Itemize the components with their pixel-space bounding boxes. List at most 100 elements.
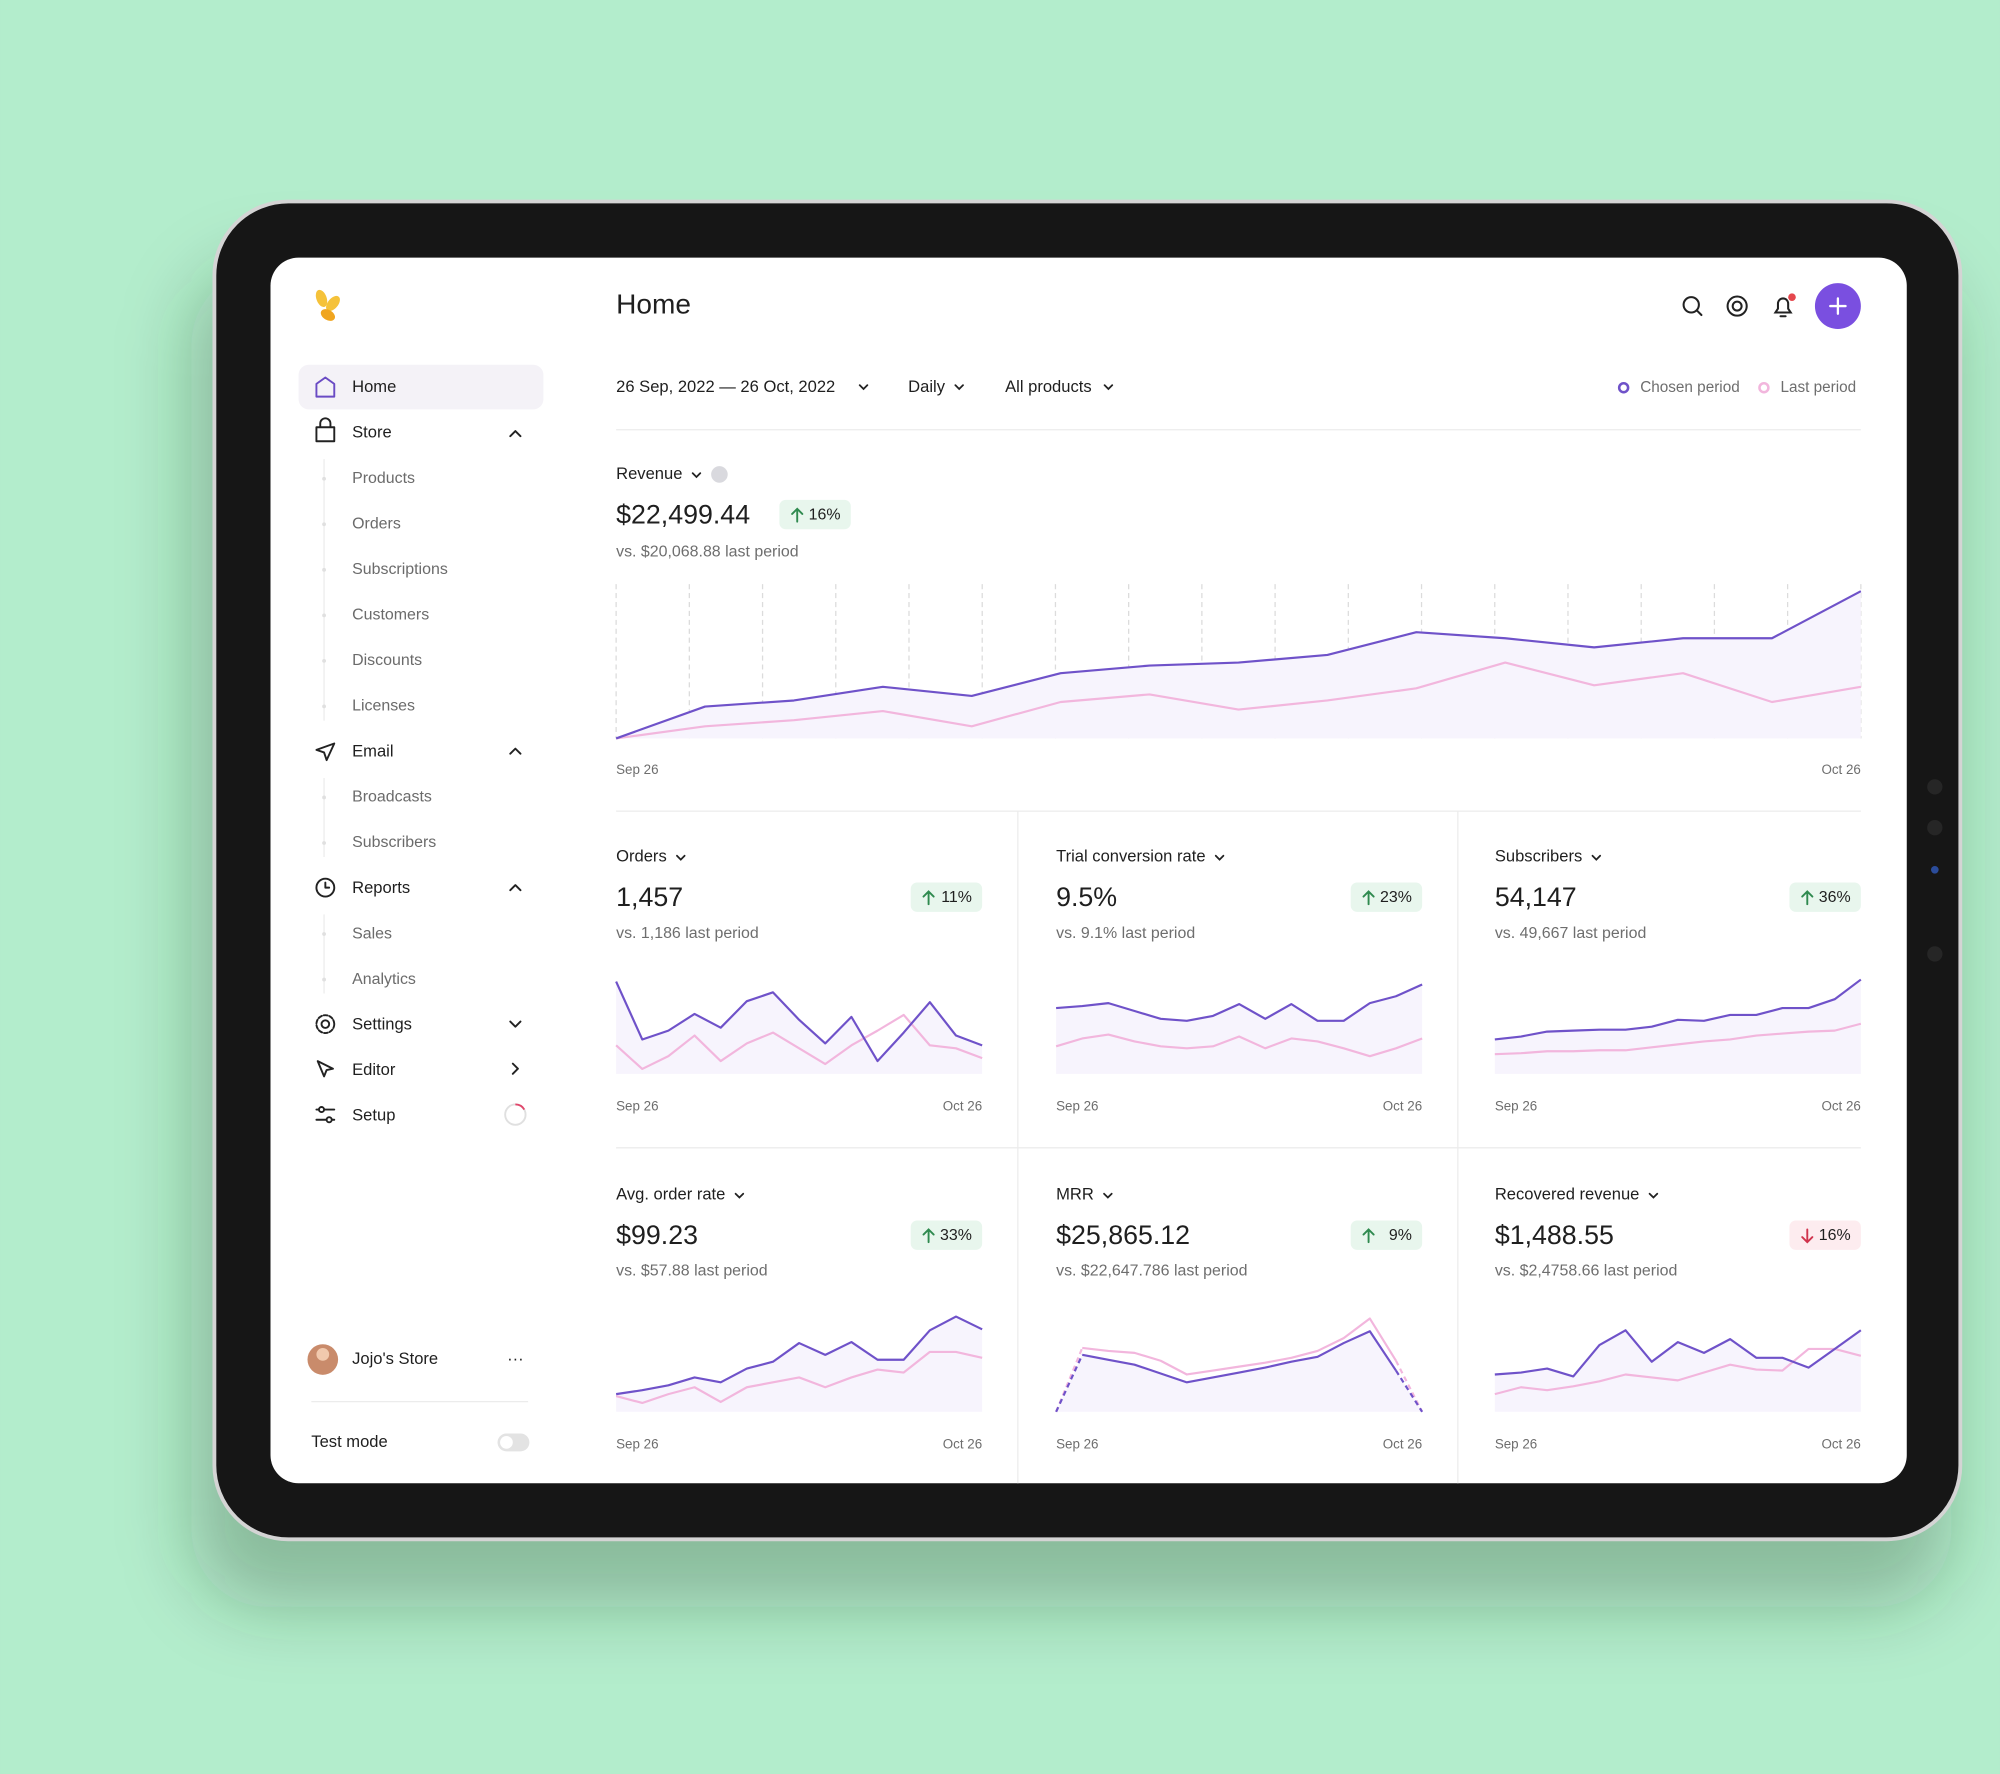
nav-subitem[interactable]: Orders <box>352 515 401 532</box>
line-dashed <box>1055 1354 1084 1413</box>
line <box>1082 1330 1397 1384</box>
change-value: 9% <box>1389 1227 1412 1244</box>
tree-dot <box>322 522 326 527</box>
tree-dot <box>322 795 326 800</box>
nav-item[interactable]: Setup <box>352 1106 395 1125</box>
metric-comparison: vs. 9.1% last period <box>1056 925 1195 942</box>
line <box>615 1350 983 1405</box>
metric-title[interactable]: MRR <box>1056 1184 1094 1203</box>
notification-dot <box>1788 293 1796 301</box>
page-title: Home <box>616 288 691 319</box>
metric-comparison: vs. 49,667 last period <box>1495 925 1647 942</box>
metric-comparison: vs. $22,647.786 last period <box>1056 1263 1247 1280</box>
product-filter[interactable]: All products <box>1005 377 1092 396</box>
x-label: Oct 26 <box>1383 1436 1422 1451</box>
chevron <box>734 1192 745 1199</box>
change-value: 23% <box>1380 889 1412 906</box>
line <box>1494 1022 1862 1056</box>
nav-active-bg <box>298 364 544 410</box>
x-label: Sep 26 <box>616 1436 658 1451</box>
info-icon[interactable] <box>711 466 728 483</box>
change-value: 33% <box>940 1227 972 1244</box>
nav-item[interactable]: Reports <box>352 878 410 897</box>
line <box>1494 1329 1862 1378</box>
line <box>615 661 1862 740</box>
nav-subitem[interactable]: Licenses <box>352 698 415 715</box>
x-label: Oct 26 <box>943 1436 982 1451</box>
area <box>616 981 983 1074</box>
tree-dot <box>322 932 326 936</box>
tree-dot <box>322 977 326 982</box>
avatar-face <box>316 1348 330 1361</box>
x-label: Sep 26 <box>616 762 658 777</box>
change-arrow <box>922 1228 935 1244</box>
x-label: Oct 26 <box>1821 1436 1860 1451</box>
change-arrow <box>1801 1228 1814 1244</box>
metric-title[interactable]: Orders <box>616 846 667 865</box>
nav-subitem[interactable]: Subscriptions <box>352 561 448 578</box>
tree-dot <box>322 567 326 572</box>
nav-subitem[interactable]: Subscribers <box>352 834 436 851</box>
x-label: Oct 26 <box>1383 1099 1422 1114</box>
metric-title[interactable]: Avg. order rate <box>616 1184 725 1203</box>
x-label: Oct 26 <box>943 1099 982 1114</box>
x-label: Sep 26 <box>1056 1436 1098 1451</box>
tree-dot <box>322 841 326 845</box>
x-label: Oct 26 <box>1821 762 1860 777</box>
metric-comparison: vs. 1,186 last period <box>616 925 759 942</box>
store-name[interactable]: Jojo's Store <box>352 1349 438 1368</box>
nav-subitem[interactable]: Customers <box>352 607 429 624</box>
metric-comparison: vs. $2,4758.66 last period <box>1495 1263 1678 1280</box>
change-arrow <box>791 507 804 523</box>
chevron <box>1214 854 1225 861</box>
x-label: Sep 26 <box>1495 1436 1537 1451</box>
nav-subitem[interactable]: Discounts <box>352 652 422 669</box>
logo[interactable] <box>314 288 343 323</box>
nav-subitem[interactable]: Broadcasts <box>352 789 432 806</box>
change-arrow <box>1362 890 1375 906</box>
line <box>615 1315 983 1396</box>
metric-title[interactable]: Recovered revenue <box>1495 1184 1640 1203</box>
interval-filter[interactable]: Daily <box>908 377 946 396</box>
chevron <box>1103 1192 1113 1199</box>
change-value: 11% <box>941 889 972 906</box>
metric-value: $25,865.12 <box>1056 1220 1190 1250</box>
x-label: Oct 26 <box>1821 1099 1860 1114</box>
chevron <box>691 472 702 479</box>
change-arrow <box>1801 890 1814 906</box>
nav-subitem[interactable]: Sales <box>352 925 392 942</box>
line <box>1494 1347 1862 1396</box>
line <box>1055 1033 1423 1058</box>
change-value: 16% <box>1819 1227 1851 1244</box>
metric-title[interactable]: Trial conversion rate <box>1056 846 1205 865</box>
change-value: 36% <box>1819 889 1851 906</box>
nav-subitem[interactable]: Analytics <box>352 971 416 988</box>
nav-item[interactable]: Editor <box>352 1060 396 1079</box>
metric-value: 9.5% <box>1056 882 1117 912</box>
legend-label: Chosen period <box>1640 379 1740 396</box>
x-label: Sep 26 <box>1495 1099 1537 1114</box>
nav-item[interactable]: Email <box>352 741 393 760</box>
line <box>1082 1317 1397 1376</box>
metric-value: $99.23 <box>616 1220 698 1250</box>
metric-value: 54,147 <box>1495 882 1577 912</box>
nav-subitem[interactable]: Products <box>352 470 415 487</box>
nav-item[interactable]: Settings <box>352 1014 412 1033</box>
metric-title[interactable]: Subscribers <box>1495 846 1582 865</box>
metric-title[interactable]: Revenue <box>616 464 682 483</box>
tablet-camera <box>1927 779 1943 962</box>
more-button[interactable]: ··· <box>507 1349 524 1368</box>
header-icons <box>1682 295 1793 318</box>
x-label: Sep 26 <box>1056 1099 1098 1114</box>
date-filter[interactable]: 26 Sep, 2022 — 26 Oct, 2022 <box>616 377 835 396</box>
chevron <box>1648 1192 1659 1199</box>
tree-dot <box>322 476 326 481</box>
nav-icons <box>315 376 522 1124</box>
nav-item[interactable]: Store <box>352 423 392 442</box>
nav-item[interactable]: Home <box>352 377 396 396</box>
change-arrow <box>922 890 935 906</box>
metric-comparison: vs. $20,068.88 last period <box>616 543 799 560</box>
change-arrow <box>1362 1228 1375 1244</box>
